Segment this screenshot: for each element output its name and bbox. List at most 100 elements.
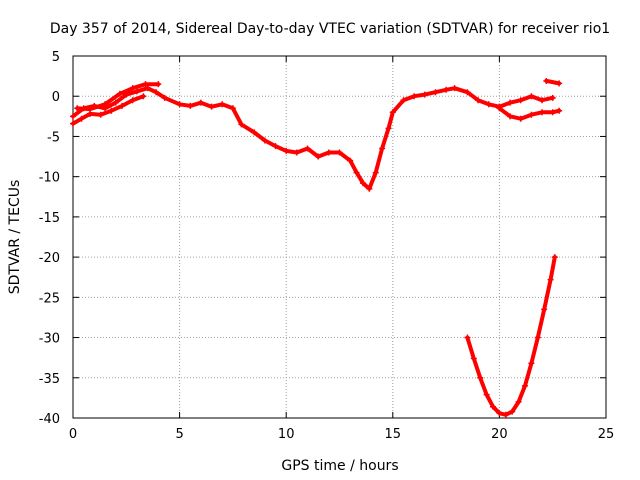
- data-point-marker: [421, 91, 428, 98]
- data-point-marker: [129, 97, 136, 104]
- data-point-marker: [539, 109, 546, 116]
- data-point-marker: [70, 113, 76, 120]
- data-point-marker: [541, 306, 548, 313]
- data-point-marker: [521, 382, 528, 389]
- data-point-marker: [197, 99, 204, 106]
- data-point-marker: [507, 99, 514, 106]
- data-point-marker: [129, 85, 136, 92]
- series-trace: [465, 255, 557, 417]
- data-point-marker: [366, 185, 373, 192]
- data-point-marker: [283, 147, 290, 154]
- data-point-marker: [551, 254, 558, 261]
- data-point-marker: [112, 99, 119, 106]
- series-lower-branch: [496, 105, 563, 122]
- y-tick-label: -5: [47, 130, 60, 145]
- data-point-marker: [108, 107, 115, 114]
- data-point-marker: [432, 89, 439, 96]
- data-point-marker: [70, 120, 76, 127]
- data-point-marker: [385, 125, 392, 132]
- data-point-marker: [229, 105, 236, 112]
- series-trace: [497, 106, 562, 121]
- data-point-marker: [304, 145, 311, 152]
- data-point-marker: [477, 374, 484, 381]
- data-point-marker: [451, 85, 458, 92]
- data-point-marker: [238, 121, 245, 128]
- data-point-marker: [534, 334, 541, 341]
- y-tick-label: 0: [52, 90, 60, 105]
- data-point-marker: [485, 101, 492, 108]
- x-tick-label: 0: [69, 427, 77, 442]
- data-point-marker: [325, 149, 332, 156]
- data-point-marker: [464, 89, 471, 96]
- data-point-marker: [101, 101, 108, 108]
- x-tick-label: 25: [598, 427, 615, 442]
- data-point-marker: [464, 334, 471, 341]
- y-tick-label: -20: [39, 251, 60, 266]
- y-tick-label: 5: [52, 50, 60, 65]
- data-point-marker: [359, 180, 366, 187]
- data-point-marker: [483, 391, 490, 398]
- data-point-marker: [336, 149, 343, 156]
- data-point-marker: [539, 97, 546, 104]
- data-point-marker: [528, 360, 535, 367]
- data-point-marker: [353, 169, 360, 176]
- series-end-segment: [543, 77, 563, 87]
- data-point-marker: [475, 97, 482, 104]
- data-point-marker: [187, 102, 194, 109]
- data-point-marker: [153, 89, 160, 96]
- data-point-marker: [443, 86, 450, 93]
- data-point-marker: [208, 103, 215, 110]
- data-point-marker: [347, 157, 354, 164]
- data-point-marker: [140, 93, 147, 100]
- data-point-marker: [502, 411, 509, 418]
- chart-title: Day 357 of 2014, Sidereal Day-to-day VTE…: [50, 21, 610, 37]
- grid-lines: [73, 56, 606, 418]
- data-point-marker: [496, 410, 503, 417]
- data-point-marker: [496, 105, 503, 112]
- data-point-marker: [142, 81, 149, 88]
- data-point-marker: [119, 102, 126, 109]
- x-tick-label: 20: [491, 427, 508, 442]
- data-point-marker: [389, 109, 396, 116]
- x-tick-label: 10: [278, 427, 295, 442]
- data-point-marker: [400, 97, 407, 104]
- data-point-marker: [261, 137, 268, 144]
- series-v-trough: [464, 254, 558, 418]
- data-point-marker: [507, 113, 514, 120]
- y-tick-label: -10: [39, 171, 60, 186]
- data-point-marker: [490, 403, 497, 410]
- series-early-lower: [70, 93, 147, 127]
- data-point-marker: [293, 149, 300, 156]
- x-axis-label: GPS time / hours: [281, 458, 398, 474]
- series-upper-branch: [74, 81, 162, 113]
- data-point-marker: [87, 110, 94, 117]
- data-point-marker: [543, 77, 550, 84]
- data-point-marker: [379, 145, 386, 152]
- data-point-marker: [547, 276, 554, 283]
- data-point-marker: [219, 101, 226, 108]
- axis-ticks: 0 5 10 15 20 25 5 0 -5 -10 -15 -20 -25 -30 -35 -40: [39, 50, 615, 442]
- data-point-marker: [411, 93, 418, 100]
- data-point-marker: [517, 115, 524, 122]
- data-point-marker: [556, 107, 563, 114]
- y-tick-label: -15: [39, 211, 60, 226]
- data-point-marker: [515, 398, 522, 405]
- data-point-marker: [528, 93, 535, 100]
- y-tick-label: -30: [39, 332, 60, 347]
- series-main-trace: [70, 85, 556, 192]
- data-point-marker: [509, 408, 516, 415]
- data-point-marker: [372, 169, 379, 176]
- data-points: [70, 77, 563, 418]
- data-point-marker: [549, 94, 556, 101]
- data-point-marker: [176, 101, 183, 108]
- data-point-marker: [78, 115, 85, 122]
- data-point-marker: [161, 94, 168, 101]
- data-point-marker: [272, 143, 279, 150]
- x-tick-label: 5: [175, 427, 183, 442]
- data-point-marker: [315, 153, 322, 160]
- x-tick-label: 15: [385, 427, 402, 442]
- data-point-marker: [528, 111, 535, 118]
- data-point-marker: [556, 80, 563, 87]
- data-point-marker: [251, 129, 258, 136]
